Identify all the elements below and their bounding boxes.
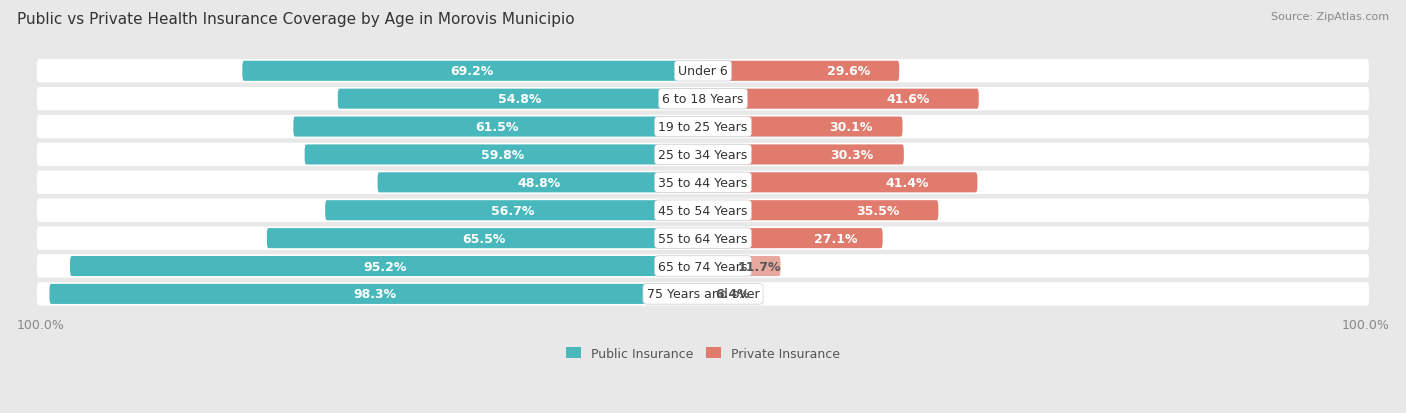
Text: 75 Years and over: 75 Years and over bbox=[647, 288, 759, 301]
FancyBboxPatch shape bbox=[702, 145, 904, 165]
FancyBboxPatch shape bbox=[70, 256, 703, 276]
Text: 41.6%: 41.6% bbox=[886, 93, 929, 106]
Text: Public vs Private Health Insurance Coverage by Age in Morovis Municipio: Public vs Private Health Insurance Cover… bbox=[17, 12, 575, 27]
FancyBboxPatch shape bbox=[702, 228, 883, 249]
FancyBboxPatch shape bbox=[702, 284, 745, 304]
Text: 48.8%: 48.8% bbox=[517, 176, 561, 190]
Text: 59.8%: 59.8% bbox=[481, 149, 524, 161]
Text: 27.1%: 27.1% bbox=[814, 232, 858, 245]
Text: 65 to 74 Years: 65 to 74 Years bbox=[658, 260, 748, 273]
Text: 69.2%: 69.2% bbox=[450, 65, 494, 78]
Text: 29.6%: 29.6% bbox=[827, 65, 870, 78]
FancyBboxPatch shape bbox=[702, 173, 977, 193]
Text: Source: ZipAtlas.com: Source: ZipAtlas.com bbox=[1271, 12, 1389, 22]
Text: 98.3%: 98.3% bbox=[354, 288, 396, 301]
FancyBboxPatch shape bbox=[702, 256, 780, 276]
FancyBboxPatch shape bbox=[37, 60, 1369, 83]
Text: 35.5%: 35.5% bbox=[856, 204, 900, 217]
Text: 55 to 64 Years: 55 to 64 Years bbox=[658, 232, 748, 245]
Text: 95.2%: 95.2% bbox=[364, 260, 408, 273]
FancyBboxPatch shape bbox=[49, 284, 703, 304]
Text: 65.5%: 65.5% bbox=[463, 232, 506, 245]
FancyBboxPatch shape bbox=[37, 171, 1369, 195]
FancyBboxPatch shape bbox=[702, 90, 979, 109]
FancyBboxPatch shape bbox=[325, 201, 703, 221]
Text: 6 to 18 Years: 6 to 18 Years bbox=[662, 93, 744, 106]
FancyBboxPatch shape bbox=[242, 62, 703, 82]
Text: 19 to 25 Years: 19 to 25 Years bbox=[658, 121, 748, 134]
Text: 35 to 44 Years: 35 to 44 Years bbox=[658, 176, 748, 190]
FancyBboxPatch shape bbox=[337, 90, 703, 109]
FancyBboxPatch shape bbox=[294, 117, 703, 137]
Text: 41.4%: 41.4% bbox=[884, 176, 928, 190]
FancyBboxPatch shape bbox=[37, 227, 1369, 250]
Text: 30.3%: 30.3% bbox=[830, 149, 873, 161]
Text: 11.7%: 11.7% bbox=[737, 260, 780, 273]
FancyBboxPatch shape bbox=[37, 116, 1369, 139]
FancyBboxPatch shape bbox=[37, 255, 1369, 278]
Legend: Public Insurance, Private Insurance: Public Insurance, Private Insurance bbox=[561, 342, 845, 365]
FancyBboxPatch shape bbox=[702, 201, 938, 221]
FancyBboxPatch shape bbox=[37, 143, 1369, 167]
Text: 54.8%: 54.8% bbox=[498, 93, 541, 106]
Text: 25 to 34 Years: 25 to 34 Years bbox=[658, 149, 748, 161]
Text: 45 to 54 Years: 45 to 54 Years bbox=[658, 204, 748, 217]
FancyBboxPatch shape bbox=[37, 199, 1369, 223]
Text: 61.5%: 61.5% bbox=[475, 121, 519, 134]
FancyBboxPatch shape bbox=[305, 145, 703, 165]
FancyBboxPatch shape bbox=[702, 62, 900, 82]
Text: 6.4%: 6.4% bbox=[716, 288, 751, 301]
FancyBboxPatch shape bbox=[378, 173, 703, 193]
Text: Under 6: Under 6 bbox=[678, 65, 728, 78]
Text: 56.7%: 56.7% bbox=[492, 204, 534, 217]
FancyBboxPatch shape bbox=[702, 117, 903, 137]
FancyBboxPatch shape bbox=[37, 282, 1369, 306]
FancyBboxPatch shape bbox=[267, 228, 703, 249]
FancyBboxPatch shape bbox=[37, 88, 1369, 111]
Text: 30.1%: 30.1% bbox=[830, 121, 872, 134]
